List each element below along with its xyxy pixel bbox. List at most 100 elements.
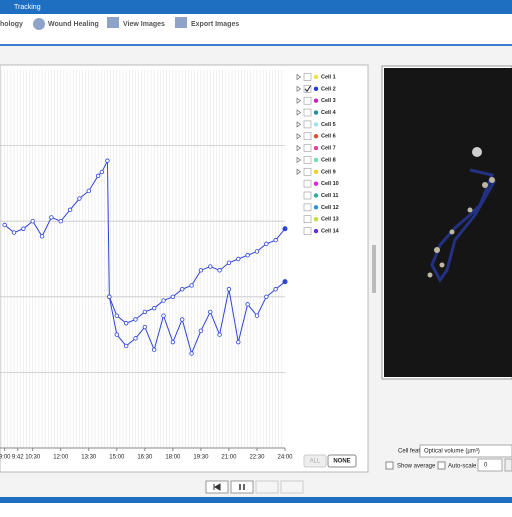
expand-arrow[interactable]	[296, 85, 302, 92]
data-point	[123, 321, 129, 326]
data-point	[105, 158, 110, 163]
chart-panel	[0, 64, 369, 473]
expand-arrow[interactable]	[296, 168, 302, 175]
cell-name: Cell 10	[321, 181, 339, 187]
all-button[interactable]	[303, 454, 327, 468]
data-point	[67, 207, 73, 213]
data-point	[114, 332, 120, 337]
checkbox[interactable]	[437, 461, 446, 470]
checkbox[interactable]	[303, 85, 312, 93]
data-point	[142, 309, 148, 315]
spinner[interactable]	[504, 458, 512, 472]
data-point	[264, 241, 269, 247]
min-input[interactable]	[477, 458, 503, 472]
checkbox[interactable]	[303, 120, 312, 129]
show-average-label: Show average	[397, 464, 436, 470]
data-point	[30, 218, 35, 224]
end-point	[282, 226, 288, 232]
cell-color	[313, 74, 319, 80]
track-overlay	[430, 168, 497, 283]
checkbox[interactable]	[303, 168, 312, 176]
last-frame-button[interactable]	[280, 480, 304, 494]
cell-image	[384, 68, 512, 377]
checkbox[interactable]	[303, 215, 312, 223]
status-bar	[0, 497, 512, 503]
cell-color	[313, 193, 319, 198]
expand-arrow[interactable]	[296, 133, 302, 140]
data-point	[170, 294, 176, 299]
data-point	[273, 287, 278, 292]
x-tick-label: 16:30	[137, 455, 153, 461]
expand-arrow[interactable]	[296, 73, 302, 81]
data-point	[49, 215, 54, 220]
data-point	[95, 173, 101, 179]
data-point	[151, 347, 157, 352]
toolbar-item[interactable]: hology	[0, 21, 23, 28]
cell-color	[313, 205, 319, 210]
toolbar-item[interactable]: Wound Healing	[48, 21, 99, 28]
checkbox[interactable]	[385, 461, 394, 470]
x-tick-label: 12:00	[53, 455, 69, 461]
expand-arrow[interactable]	[296, 145, 302, 152]
cell-blob	[472, 147, 482, 157]
next-button[interactable]	[255, 480, 279, 494]
cell-color	[313, 134, 319, 139]
cell-name: Cell 5	[321, 122, 336, 128]
data-point	[133, 336, 138, 341]
data-point	[226, 287, 232, 292]
none-button-label: NONE	[333, 459, 350, 465]
checkbox[interactable]	[303, 132, 312, 141]
checkbox[interactable]	[303, 203, 312, 212]
end-point	[282, 279, 288, 285]
x-tick-label: 19:30	[193, 455, 209, 461]
data-point	[226, 260, 232, 265]
checkbox[interactable]	[303, 179, 312, 188]
checkbox[interactable]	[303, 227, 312, 235]
x-tick-label: 21:00	[221, 455, 237, 461]
checkbox[interactable]	[303, 191, 312, 200]
window-title: Tracking	[14, 4, 41, 11]
cell-color	[313, 122, 319, 127]
data-point	[236, 339, 241, 345]
auto-scale-label: Auto-scale	[448, 464, 477, 470]
separator	[0, 44, 512, 46]
cell-name: Cell 13	[321, 217, 339, 223]
title-bar	[0, 0, 512, 14]
checkbox[interactable]	[303, 108, 312, 117]
cell-blob	[427, 272, 433, 278]
x-tick-label: 9:42	[12, 455, 24, 461]
x-tick-label: 18:00	[165, 455, 181, 461]
pause-button[interactable]	[230, 480, 254, 494]
data-point	[198, 328, 204, 334]
feature-label: Cell feature:	[398, 449, 431, 455]
checkbox[interactable]	[303, 156, 312, 164]
data-point	[86, 188, 91, 194]
cell-name: Cell 1	[321, 74, 336, 80]
expand-arrow[interactable]	[296, 97, 302, 104]
expand-arrow[interactable]	[296, 121, 302, 128]
feature-dropdown[interactable]	[419, 444, 512, 458]
data-point	[161, 298, 166, 303]
data-point	[77, 196, 82, 201]
data-point	[217, 268, 222, 273]
toolbar-item[interactable]: Export Images	[191, 21, 239, 28]
cell-name: Cell 12	[321, 205, 339, 211]
splitter[interactable]	[372, 245, 376, 293]
none-button[interactable]	[327, 454, 357, 468]
expand-arrow[interactable]	[296, 109, 302, 116]
expand-arrow[interactable]	[296, 156, 302, 164]
data-point	[254, 313, 260, 318]
icon	[175, 17, 187, 28]
data-point	[189, 283, 194, 288]
data-point	[21, 226, 26, 231]
data-point	[180, 287, 185, 292]
icon	[239, 484, 245, 490]
checkbox[interactable]	[303, 144, 312, 152]
cell-blob	[439, 262, 445, 268]
checkbox[interactable]	[303, 96, 312, 105]
toolbar-item[interactable]: View Images	[123, 21, 165, 28]
cell-name: Cell 4	[321, 110, 337, 116]
data-point	[189, 351, 194, 356]
checkbox[interactable]	[303, 73, 312, 81]
cell-color	[313, 169, 319, 174]
